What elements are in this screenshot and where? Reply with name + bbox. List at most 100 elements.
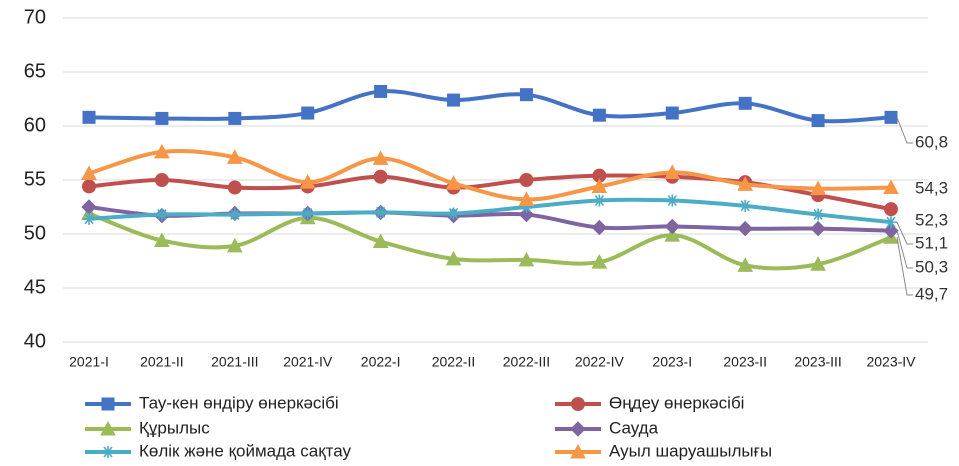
marker [811,114,825,128]
marker [154,143,170,159]
marker [81,165,97,181]
marker [666,194,679,207]
legend-label: Тау-кен өндіру өнеркәсібі [139,393,339,412]
legend-label: Өңдеу өнеркәсібі [609,393,744,412]
series [82,84,898,128]
x-tick-label: 2023-I [652,354,692,370]
marker [83,212,95,225]
marker [154,232,170,247]
series-line [87,197,893,225]
marker [737,176,754,191]
marker [226,237,243,253]
marker [812,208,825,221]
y-tick-label: 45 [24,276,46,298]
marker [591,178,608,193]
marker [82,110,96,124]
series [81,205,899,272]
x-tick-label: 2023-III [794,354,841,370]
marker [570,421,586,437]
marker [445,175,462,190]
series [81,199,899,239]
data-label: 49,7 [915,284,948,303]
leader-line [896,221,913,245]
marker [228,111,242,125]
y-tick-label: 40 [24,330,46,352]
marker [519,88,533,102]
marker [739,199,752,212]
marker [737,220,753,237]
marker [101,397,115,411]
data-label: 52,3 [915,210,948,229]
marker [518,191,535,206]
marker [447,207,460,220]
data-label: 60,8 [915,132,948,151]
marker [810,220,826,237]
data-label: 51,1 [915,233,948,252]
marker [520,201,533,213]
leader-line [896,237,913,296]
marker [593,194,606,207]
y-tick-label: 50 [24,222,46,244]
series-line [87,148,893,202]
legend-label: Ауыл шаруашылығы [609,441,772,460]
marker [591,254,608,269]
marker [592,108,606,122]
marker [301,106,315,120]
x-tick-label: 2021-IV [283,354,333,370]
y-tick-label: 65 [24,60,46,82]
y-tick-label: 55 [24,168,46,190]
x-tick-label: 2022-II [432,354,476,370]
marker [885,216,897,229]
marker [571,397,585,411]
marker [665,106,679,120]
marker [591,219,608,236]
marker [155,208,168,221]
marker [227,180,242,195]
marker [445,250,462,266]
marker [883,179,899,195]
marker [228,208,241,221]
y-tick-label: 60 [24,114,46,136]
marker [81,199,97,215]
marker [299,174,316,189]
series-line [87,211,893,271]
x-tick-label: 2023-IV [866,354,916,370]
marker [884,202,898,217]
marker [373,169,388,184]
marker [372,150,389,165]
marker [664,218,680,235]
marker [154,173,169,187]
marker [82,179,96,194]
legend-label: Көлік және қоймада сақтау [139,441,351,460]
x-tick-label: 2022-IV [575,354,625,370]
x-tick-label: 2021-I [69,354,109,370]
marker [155,111,169,125]
y-tick-label: 70 [24,6,46,28]
marker [884,110,898,124]
leader-line [896,230,913,269]
x-tick-label: 2021-II [140,354,184,370]
x-tick-label: 2021-III [211,354,258,370]
marker [519,173,534,187]
data-label: 50,3 [915,257,948,276]
marker [374,84,388,98]
marker [810,256,826,271]
marker [570,443,586,459]
marker [372,233,389,249]
marker [664,164,681,179]
series [81,143,899,206]
marker [374,206,387,219]
x-tick-label: 2022-III [503,354,550,370]
marker [738,96,752,110]
series [83,194,897,229]
data-label: 54,3 [915,178,948,197]
marker [518,251,535,267]
marker [810,180,826,196]
marker [447,93,461,107]
leader-line [896,117,913,144]
marker [737,257,754,272]
marker [100,420,116,436]
marker [226,149,243,164]
marker [664,227,681,242]
